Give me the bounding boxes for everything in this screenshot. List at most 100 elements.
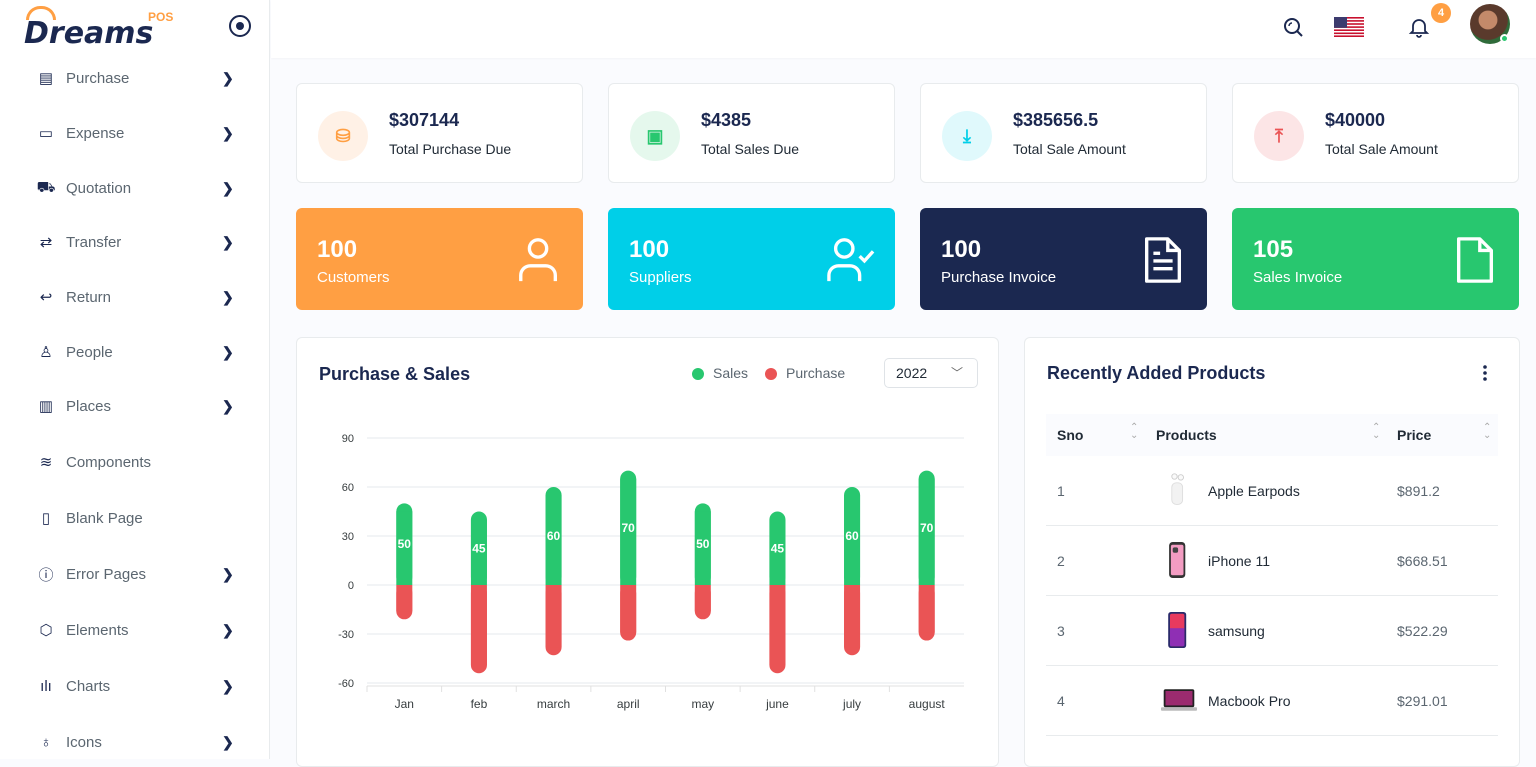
sidebar-item-label: Blank Page xyxy=(66,509,143,527)
sales-data-label: 70 xyxy=(920,521,934,535)
col-price[interactable]: Price xyxy=(1397,427,1432,443)
purchase-sales-card: Purchase & Sales Sales Purchase 2022 ﹀ 9… xyxy=(296,337,999,767)
count-value: 100 xyxy=(317,236,358,263)
box-icon: ⬡ xyxy=(39,622,53,639)
brand-name: Dreams xyxy=(24,16,154,51)
sidebar-item-icons[interactable]: ♁ Icons ❯ xyxy=(0,722,270,762)
sales-bar-base xyxy=(470,519,487,585)
row-price: $522.29 xyxy=(1397,623,1448,639)
brand-sub: POS xyxy=(148,10,174,24)
sidebar-item-quotation[interactable]: ⛟ Quotation ❯ xyxy=(0,168,270,208)
count-label: Suppliers xyxy=(629,269,692,286)
sort-icon[interactable]: ⌃ ⌄ xyxy=(1372,422,1381,441)
map-icon: ▥ xyxy=(38,398,54,415)
row-sno: 1 xyxy=(1057,483,1065,499)
sidebar-item-label: Transfer xyxy=(66,233,122,251)
product-name-link[interactable]: samsung xyxy=(1208,623,1265,639)
shopping-bag-icon xyxy=(26,6,56,20)
y-tick-label: 0 xyxy=(348,580,354,592)
count-card-purchase-invoice[interactable]: 100 Purchase Invoice xyxy=(920,208,1207,310)
count-label: Sales Invoice xyxy=(1253,269,1343,286)
sales-bar-base xyxy=(844,495,861,585)
legend-sales-dot xyxy=(692,368,704,380)
sidebar-item-elements[interactable]: ⬡ Elements ❯ xyxy=(0,610,270,650)
sales-bar-base xyxy=(545,495,562,585)
sidebar-toggle-button[interactable] xyxy=(229,15,251,37)
more-vertical-icon[interactable] xyxy=(1480,364,1490,382)
x-tick-label: feb xyxy=(471,697,488,711)
sidebar-item-label: Error Pages xyxy=(66,565,147,583)
sidebar-item-components[interactable]: ≋ Components xyxy=(0,442,270,482)
product-name-link[interactable]: Apple Earpods xyxy=(1208,483,1300,499)
stat-label: Total Sales Due xyxy=(701,141,800,157)
bar-chart-icon: ılı xyxy=(40,677,52,695)
purchase-sales-chart: 90 60 30 0 -30 -60 Jan 50 feb 45 march 60 april 70 may… xyxy=(338,433,964,711)
chart-title: Purchase & Sales xyxy=(319,364,471,384)
product-name-link[interactable]: iPhone 11 xyxy=(1208,553,1271,569)
row-sno: 3 xyxy=(1057,623,1065,639)
purchase-bar-base xyxy=(620,585,637,633)
count-card-customers[interactable]: 100 Customers xyxy=(296,208,583,310)
count-value: 100 xyxy=(941,236,982,263)
brand-logo[interactable]: Dreams POS xyxy=(24,6,174,51)
macbook-image xyxy=(1161,689,1197,711)
table-row: 2 iPhone 11 $668.51 xyxy=(1046,526,1498,596)
x-tick-label: june xyxy=(765,697,789,711)
notification-badge: 4 xyxy=(1431,3,1451,23)
count-label: Purchase Invoice xyxy=(941,269,1057,286)
stat-card: ▣ $4385 Total Sales Due xyxy=(608,83,895,183)
table-row: 3 samsung $522.29 xyxy=(1046,596,1498,666)
stat-card: ⛁ $307144 Total Purchase Due xyxy=(296,83,583,183)
x-tick-label: august xyxy=(909,697,946,711)
file-icon xyxy=(1457,237,1493,283)
purchase-bar-base xyxy=(844,585,861,648)
sales-bar-base xyxy=(396,511,413,585)
bag-icon: ⛁ xyxy=(318,111,368,161)
sidebar-item-people[interactable]: ♙ People ❯ xyxy=(0,332,270,372)
row-sno: 4 xyxy=(1057,693,1065,709)
x-tick-label: Jan xyxy=(395,697,414,711)
product-name-link[interactable]: Macbook Pro xyxy=(1208,693,1291,709)
sidebar-item-label: Charts xyxy=(66,677,111,695)
sidebar-item-transfer[interactable]: ⇄ Transfer ❯ xyxy=(0,222,270,262)
sales-data-label: 45 xyxy=(771,541,785,555)
year-select[interactable]: 2022 ﹀ xyxy=(884,358,978,388)
bell-icon[interactable] xyxy=(1407,14,1431,40)
sidebar-item-blank-page[interactable]: ▯ Blank Page xyxy=(0,498,270,538)
count-label: Customers xyxy=(317,269,390,286)
user-check-icon xyxy=(827,238,875,282)
purchase-bar-base xyxy=(694,585,711,612)
col-sno[interactable]: Sno xyxy=(1057,427,1084,443)
chevron-right-icon: ❯ xyxy=(222,124,234,141)
search-icon[interactable] xyxy=(1281,14,1305,40)
user-icon xyxy=(519,238,557,282)
chevron-right-icon: ❯ xyxy=(222,677,234,694)
count-value: 100 xyxy=(629,236,670,263)
table-header: Sno ⌃ ⌄ Products ⌃ ⌄ Price ⌃ ⌄ xyxy=(1046,414,1498,456)
chevron-down-icon: ﹀ xyxy=(951,366,964,380)
count-card-suppliers[interactable]: 100 Suppliers xyxy=(608,208,895,310)
sidebar-item-charts[interactable]: ılı Charts ❯ xyxy=(0,666,270,706)
sidebar-item-return[interactable]: ↩ Return ❯ xyxy=(0,277,270,317)
layers-icon: ≋ xyxy=(39,454,53,471)
cash-icon: ▣ xyxy=(630,111,680,161)
sidebar-item-purchase[interactable]: ▤ Purchase ❯ xyxy=(0,58,270,98)
count-card-sales-invoice[interactable]: 105 Sales Invoice xyxy=(1232,208,1519,310)
us-flag-icon[interactable] xyxy=(1334,17,1364,37)
sales-data-label: 50 xyxy=(398,537,412,551)
wallet-icon: ▭ xyxy=(38,125,54,142)
col-products[interactable]: Products xyxy=(1156,427,1217,443)
sort-icon[interactable]: ⌃ ⌄ xyxy=(1130,422,1139,441)
sales-bar-base xyxy=(918,478,935,585)
sales-bar-base xyxy=(769,519,786,585)
sales-bar-base xyxy=(620,478,637,585)
chevron-right-icon: ❯ xyxy=(222,733,234,750)
sales-data-label: 50 xyxy=(696,537,710,551)
sort-icon[interactable]: ⌃ ⌄ xyxy=(1483,422,1492,441)
sidebar-item-places[interactable]: ▥ Places ❯ xyxy=(0,386,270,426)
y-tick-label: 90 xyxy=(342,433,354,445)
sales-data-label: 70 xyxy=(622,521,636,535)
sidebar-item-error-pages[interactable]: ⓘ Error Pages ❯ xyxy=(0,554,270,594)
sidebar-item-expense[interactable]: ▭ Expense ❯ xyxy=(0,113,270,153)
chevron-right-icon: ❯ xyxy=(222,397,234,414)
